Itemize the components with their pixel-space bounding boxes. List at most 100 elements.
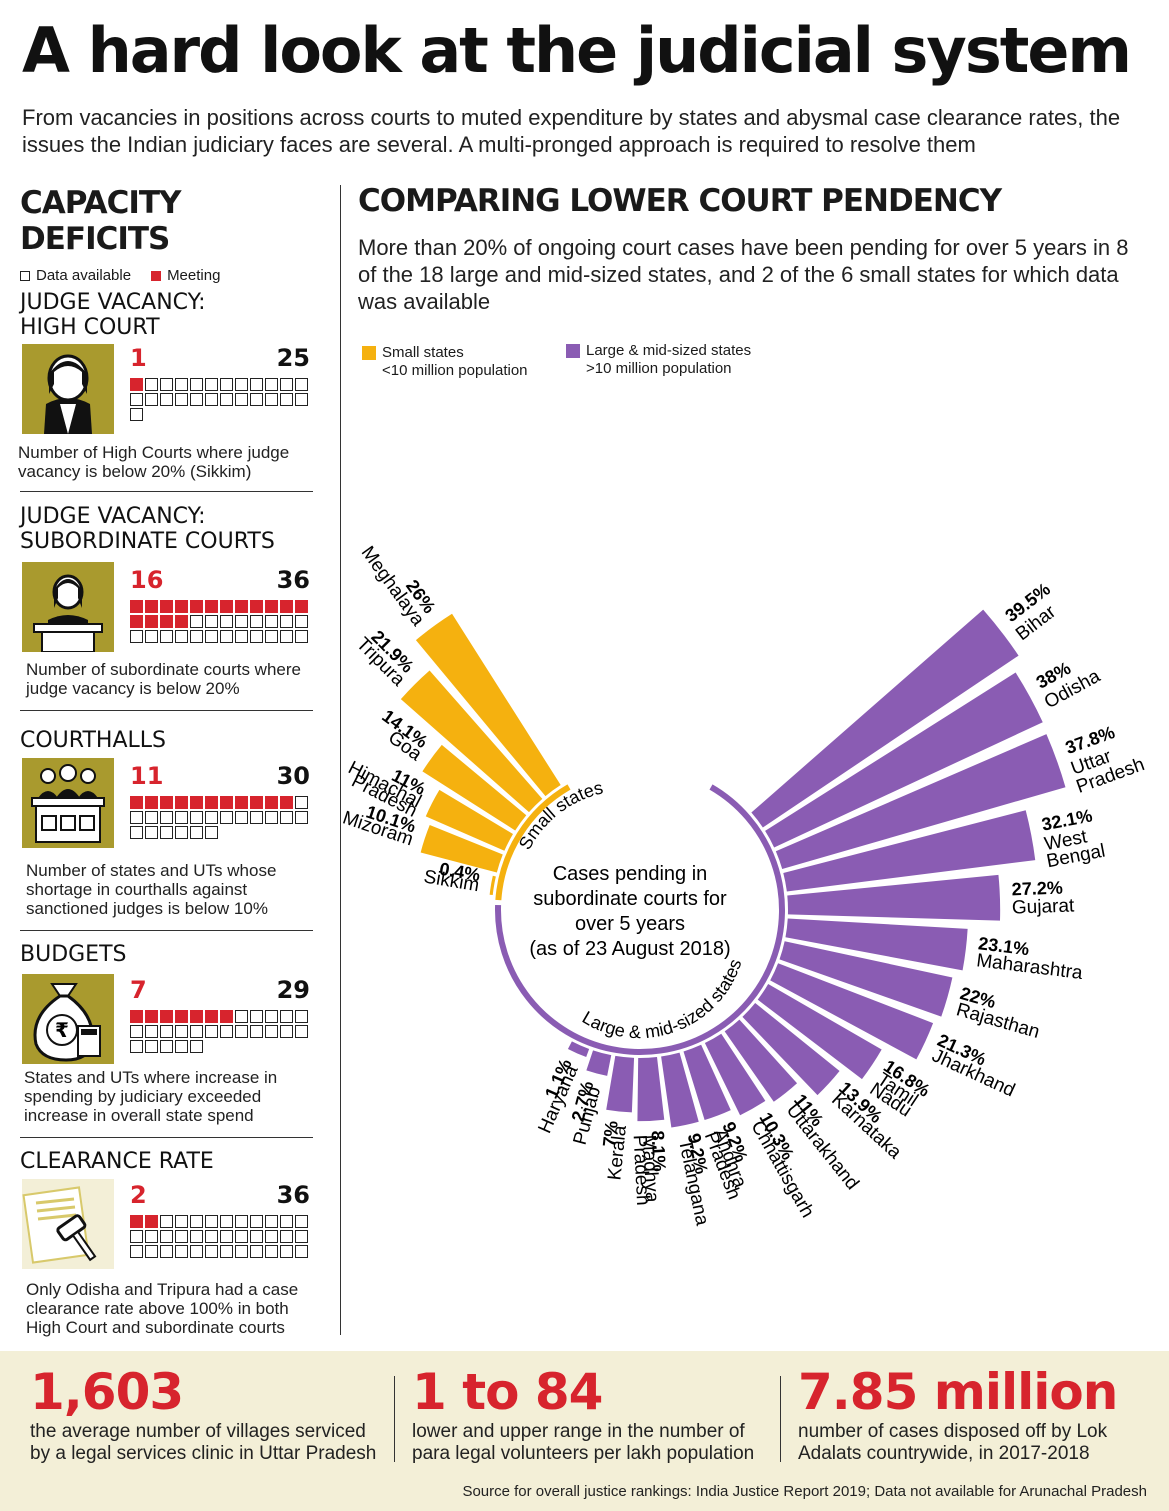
meeting-cell — [190, 1010, 203, 1023]
available-cell — [220, 630, 233, 643]
available-cell — [220, 393, 233, 406]
meeting-cell — [145, 600, 158, 613]
stat-volunteers: 1 to 84 lower and upper range in the num… — [412, 1365, 754, 1465]
center-label: subordinate courts for — [533, 888, 727, 910]
column-divider — [340, 185, 341, 1335]
available-cell — [265, 615, 278, 628]
bar-andhra-pradesh — [683, 1044, 731, 1121]
meeting-cell — [175, 600, 188, 613]
available-cell — [265, 811, 278, 824]
bar-label: 22%Rajasthan — [954, 983, 1042, 1043]
bar-bihar — [751, 609, 1019, 828]
meeting-count: 2 — [130, 1181, 147, 1209]
available-cell — [250, 630, 263, 643]
meeting-cell — [220, 796, 233, 809]
capacity-title-line2: DEFICITS — [20, 221, 170, 257]
available-cell — [280, 1215, 293, 1228]
capacity-title-line1: CAPACITY — [20, 185, 182, 221]
available-cell — [280, 1230, 293, 1243]
capacity-header: CAPACITY DEFICITS Data available Meeting — [20, 185, 316, 284]
available-cell — [205, 811, 218, 824]
section-high-court: JUDGE VACANCY: HIGH COURT 1 25 Number of… — [18, 290, 316, 490]
available-cell — [130, 826, 143, 839]
section-description: Only Odisha and Tripura had a case clear… — [26, 1280, 299, 1337]
meeting-cell — [160, 600, 173, 613]
courthall-icon — [22, 758, 114, 848]
stat-desc-1: lower and upper range in the number of — [412, 1421, 745, 1442]
meeting-cell — [190, 600, 203, 613]
meeting-cell — [130, 615, 143, 628]
available-cell — [295, 796, 308, 809]
judge-podium-icon — [22, 562, 114, 653]
available-cell — [295, 378, 308, 391]
available-cell — [175, 393, 188, 406]
available-cell — [220, 811, 233, 824]
available-cell — [265, 378, 278, 391]
bar-uttar-pradesh — [775, 734, 1066, 869]
category-label: Pradesh — [629, 1134, 654, 1206]
available-cell — [265, 1230, 278, 1243]
legend-swatch — [362, 346, 376, 360]
available-cell — [280, 615, 293, 628]
available-cell — [205, 630, 218, 643]
bar-odisha — [765, 672, 1043, 848]
available-cell — [205, 1215, 218, 1228]
legend-sublabel: <10 million population — [382, 362, 528, 379]
meeting-cell — [160, 1010, 173, 1023]
available-cell — [235, 811, 248, 824]
available-cell — [280, 811, 293, 824]
bar-chhattisgarh — [704, 1033, 766, 1116]
capacity-legend: Data available Meeting — [20, 267, 316, 284]
chart-bars: 0.4%Sikkim10.1%Mizoram11%HimachalPradesh… — [340, 543, 1147, 1228]
available-cell — [295, 393, 308, 406]
available-cell — [175, 1040, 188, 1053]
stat-value: 1,603 — [30, 1363, 184, 1421]
available-cell — [175, 630, 188, 643]
available-cell — [280, 1245, 293, 1258]
category-label: Rajasthan — [954, 999, 1042, 1043]
section-title: JUDGE VACANCY: — [20, 290, 206, 315]
bar-tripura — [400, 670, 543, 813]
available-cell — [250, 393, 263, 406]
available-cell — [175, 1025, 188, 1038]
available-cell — [250, 1245, 263, 1258]
available-cell — [295, 1215, 308, 1228]
section-divider — [20, 1137, 313, 1138]
bar-telangana — [661, 1052, 699, 1128]
bar-karnataka — [742, 1002, 840, 1096]
meeting-count: 7 — [130, 976, 147, 1004]
available-cell — [160, 1230, 173, 1243]
available-cell — [190, 630, 203, 643]
center-label: (as of 23 August 2018) — [529, 938, 730, 960]
meeting-cell — [220, 600, 233, 613]
available-cell — [250, 811, 263, 824]
available-cell — [295, 630, 308, 643]
available-cell — [145, 1245, 158, 1258]
meeting-cell — [130, 378, 143, 391]
available-cell — [190, 378, 203, 391]
bar-maharashtra — [785, 918, 968, 971]
available-cell — [220, 1245, 233, 1258]
bar-label: 7%Kerala — [599, 1120, 631, 1181]
meeting-swatch — [151, 270, 162, 281]
available-cell — [265, 1025, 278, 1038]
available-cell — [190, 393, 203, 406]
available-cell — [175, 1245, 188, 1258]
available-cell — [145, 811, 158, 824]
available-cell — [130, 811, 143, 824]
available-swatch — [20, 270, 30, 281]
meeting-cell — [130, 796, 143, 809]
bar-label: 21.9%Tripura — [352, 626, 418, 690]
ring-small-states — [495, 784, 571, 901]
available-cell — [175, 1215, 188, 1228]
legend-large-states: Large & mid-sized states >10 million pop… — [566, 342, 751, 378]
meeting-cell — [235, 796, 248, 809]
section-title-2: SUBORDINATE COURTS — [20, 529, 275, 554]
available-cell — [295, 811, 308, 824]
section-subordinate-courts: JUDGE VACANCY: SUBORDINATE COURTS 16 36 … — [20, 504, 316, 704]
bar-jharkhand — [770, 963, 934, 1060]
bar-goa — [422, 744, 527, 831]
available-cell — [220, 378, 233, 391]
